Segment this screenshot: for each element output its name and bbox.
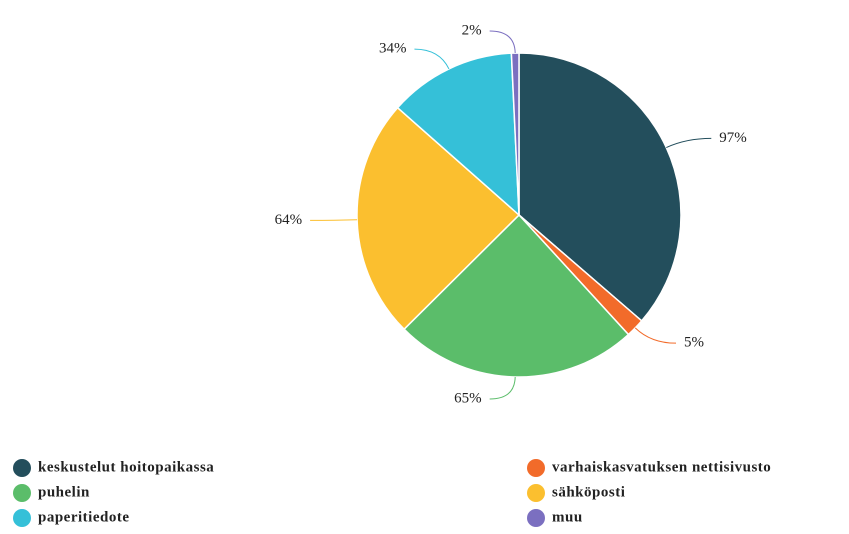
data-label: 5% <box>684 335 704 351</box>
legend-label: paperitiedote <box>38 509 129 525</box>
leader-line <box>489 376 516 400</box>
data-label: 34% <box>379 41 407 57</box>
data-label: 97% <box>719 130 747 146</box>
pie-slice <box>518 52 682 322</box>
legend-marker <box>527 459 545 477</box>
legend-marker <box>13 509 31 527</box>
legend-label: puhelin <box>38 484 90 500</box>
legend-label: keskustelut hoitopaikassa <box>38 459 214 475</box>
data-label: 2% <box>462 22 482 38</box>
data-label: 65% <box>454 390 482 406</box>
legend-label: varhaiskasvatuksen nettisivusto <box>552 459 771 475</box>
legend-marker <box>527 509 545 527</box>
legend-marker <box>13 459 31 477</box>
leader-line <box>414 48 450 70</box>
pie-slice <box>356 106 521 331</box>
leader-line <box>489 30 516 54</box>
pie-slice <box>396 52 520 217</box>
leader-line <box>666 137 712 148</box>
legend-marker <box>13 484 31 502</box>
legend-marker <box>527 484 545 502</box>
leader-line <box>310 219 358 221</box>
legend-label: muu <box>552 509 583 525</box>
leader-line <box>634 327 677 344</box>
data-label: 64% <box>275 212 303 228</box>
legend-label: sähköposti <box>552 484 625 500</box>
